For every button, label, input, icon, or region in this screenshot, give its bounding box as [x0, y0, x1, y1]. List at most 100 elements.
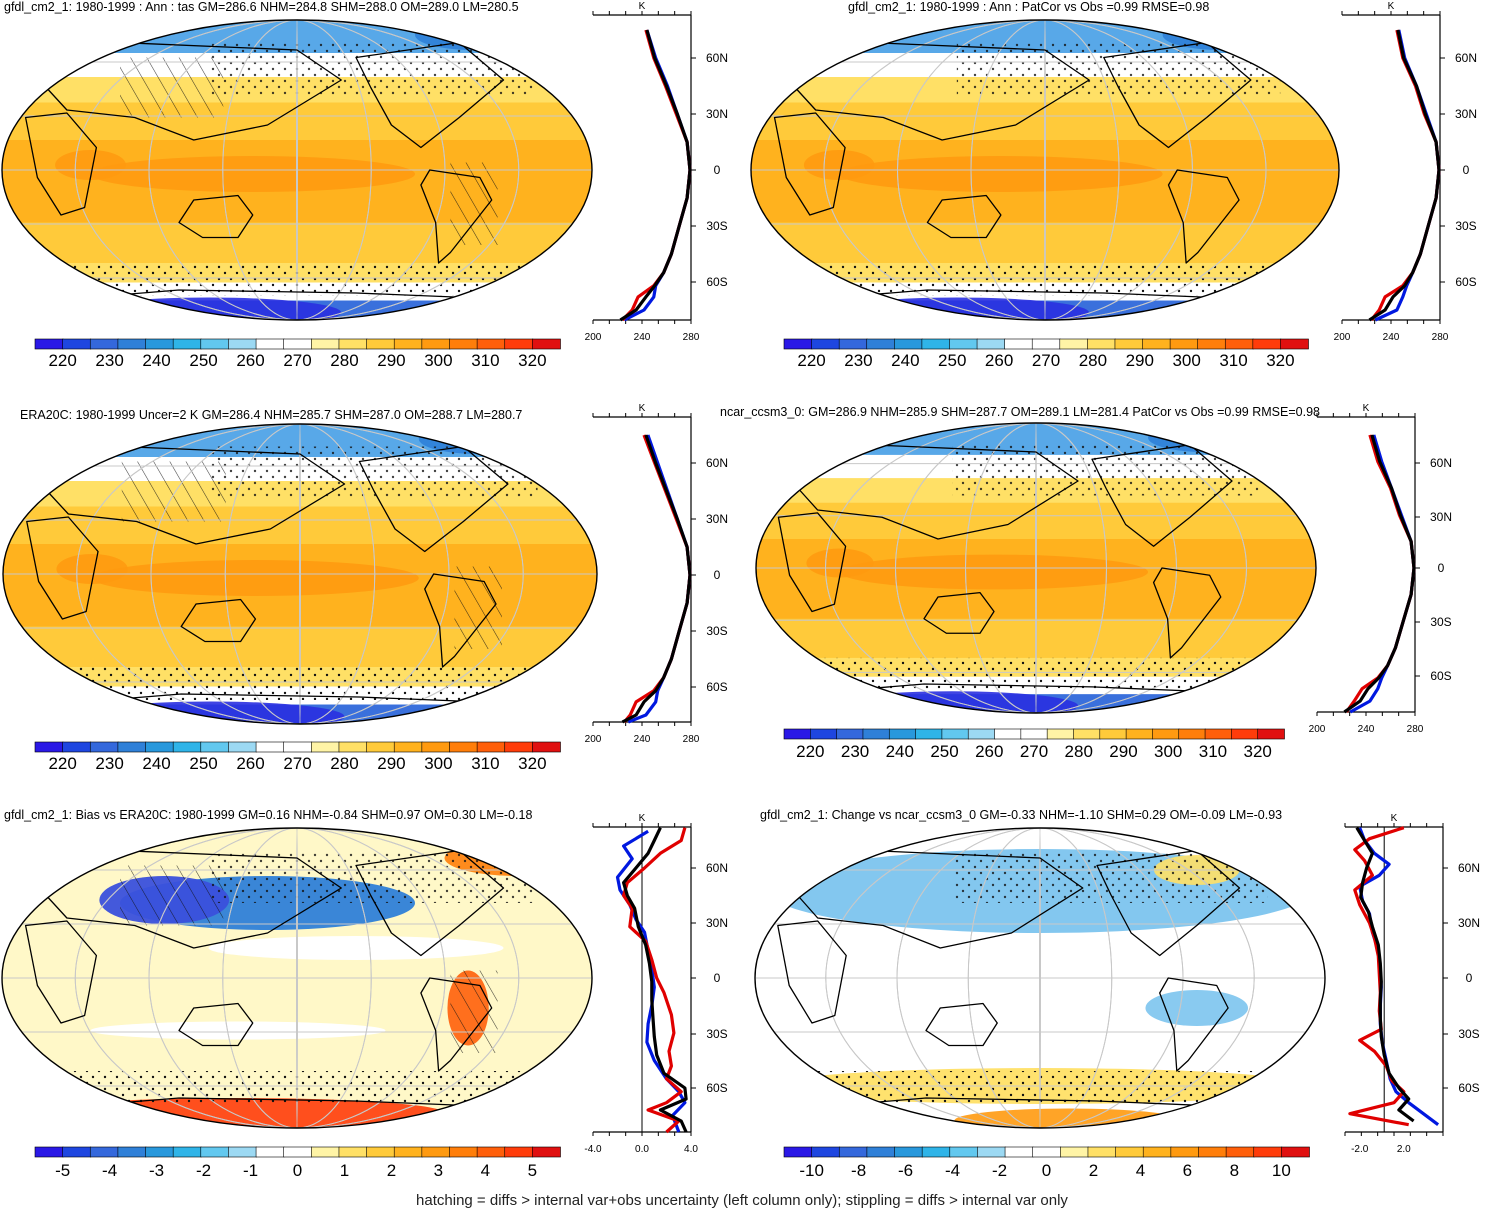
profile-unit-label: K: [639, 813, 646, 824]
colorbar-6: -10 -8 -6 -4 -2 0 2 4 6 8 10: [783, 1146, 1310, 1180]
profile-lat-label: 60S: [706, 680, 727, 694]
graticule-lon: [148, 828, 446, 1128]
warm-africa: [803, 150, 875, 180]
colorbar-tick-label: -10: [799, 1161, 824, 1180]
neutral-band: [90, 1021, 386, 1040]
colorbar-tick-label: 250: [938, 351, 966, 370]
colorbar-swatch: [1252, 338, 1282, 350]
map-panel-5: [1, 827, 593, 1129]
continent-australia: [178, 194, 254, 239]
zonal-profile-4: 60N 30N 0 30S 60S K 200 240 280: [1309, 403, 1452, 735]
continent-eurasia: [797, 444, 1079, 540]
continent-australia: [178, 1002, 254, 1047]
colorbar-tick-label: 0: [1042, 1161, 1051, 1180]
panel-title-6: gfdl_cm2_1: Change vs ncar_ccsm3_0 GM=-0…: [760, 808, 1282, 822]
profile-series-line: [1343, 434, 1416, 714]
cool-satl: [1145, 990, 1249, 1026]
profile-x-tick-label: 2.0: [1397, 1144, 1411, 1155]
panel-title-2: gfdl_cm2_1: 1980-1999 : Ann : PatCor vs …: [848, 0, 1209, 14]
colorbar-swatch: [421, 1146, 451, 1158]
continent-australia: [926, 194, 1002, 239]
map-border: [754, 827, 1326, 1129]
profile-lat-label: 60N: [1458, 861, 1480, 875]
colorbar-swatch: [1198, 1146, 1227, 1158]
colorbar-swatch: [145, 338, 174, 350]
map-border: [2, 423, 598, 725]
continent-namerica: [358, 445, 509, 553]
colorbar-swatch: [1142, 1146, 1172, 1158]
continent-africa: [24, 112, 98, 216]
warm-pool: [90, 156, 415, 192]
profile-lat-label: 30N: [706, 107, 728, 121]
warm-pool: [839, 156, 1163, 192]
colorbar-swatch: [1114, 338, 1144, 350]
colorbar-swatch: [504, 1146, 534, 1158]
panel-title-3: ERA20C: 1980-1999 Uncer=2 K GM=286.4 NHM…: [20, 408, 522, 422]
colorbar-swatch: [838, 1146, 868, 1158]
colorbar-tick-label: 4: [1136, 1161, 1145, 1180]
graticule-lon: [970, 20, 1120, 320]
profile-layer: 60N 30N 0 30S 60S K 200 240 280 60N 30N 0 30S 60S K 200…: [584, 1, 1480, 1155]
colorbar-swatch: [967, 728, 996, 740]
colorbar-tick-label: 230: [844, 351, 872, 370]
profile-series-line: [1345, 434, 1416, 713]
continent-namerica: [1091, 444, 1233, 547]
colorbar-swatch: [338, 741, 368, 753]
continent-samerica: [1167, 169, 1240, 264]
colorbar-swatch: [532, 1146, 561, 1158]
profile-lat-label: 30S: [706, 1027, 727, 1041]
profile-lat-label: 0: [1463, 163, 1470, 177]
colorbar-swatch: [172, 338, 202, 350]
colorbar-swatch: [145, 741, 174, 753]
profile-lat-label: 0: [1466, 971, 1473, 985]
profile-series-line: [621, 827, 688, 1133]
profile-x-tick-label: -2.0: [1351, 1144, 1369, 1155]
warm-africa: [56, 554, 128, 584]
profile-series-line: [623, 29, 692, 322]
colorbar-tick-label: 220: [797, 351, 825, 370]
hatch-samerica: [450, 162, 498, 245]
colorbar-swatch: [200, 1146, 230, 1158]
map-panel-4: [755, 422, 1317, 714]
graticule-lon: [76, 424, 524, 724]
profile-series-line: [623, 434, 692, 724]
colorbar-swatch: [941, 728, 970, 740]
colorbar-swatch: [34, 338, 64, 350]
colorbar-swatch: [976, 338, 1006, 350]
profile-x-tick-label: 200: [1309, 724, 1326, 735]
map-panel-6: [754, 827, 1326, 1129]
colorbar-tick-label: -5: [55, 1161, 70, 1180]
zonal-profile-3: 60N 30N 0 30S 60S K 200 240 280: [585, 403, 728, 745]
profile-series-line: [1370, 29, 1441, 321]
continent-eurasia: [794, 41, 1090, 141]
colorbar-swatch: [1087, 338, 1116, 350]
colorbar-tick-label: 2: [387, 1161, 396, 1180]
colorbar-swatch: [1169, 338, 1199, 350]
colorbar-tick-label: -8: [851, 1161, 866, 1180]
colorbar-swatch: [866, 338, 896, 350]
graticule-lon: [965, 423, 1107, 713]
colorbar-swatch: [894, 1146, 923, 1158]
colorbar-swatch: [783, 1146, 813, 1158]
profile-series-line: [1368, 29, 1441, 322]
profile-lat-label: 0: [714, 971, 721, 985]
colorbar-tick-label: 250: [189, 754, 217, 773]
colorbar-swatch: [366, 338, 396, 350]
colorbar-swatch: [1224, 338, 1254, 350]
graticule-lon: [296, 828, 298, 1128]
hatch-asia: [120, 865, 224, 926]
colorbar-3: 220 230 240 250 260 270 280 290 300 310 320: [34, 741, 561, 773]
hatch-samerica: [454, 566, 502, 649]
colorbar-swatch: [89, 1146, 119, 1158]
graticule-lon: [1035, 423, 1037, 713]
graticule-lon: [895, 423, 1177, 713]
profile-series-line: [1355, 826, 1415, 1123]
colorbar-tick-label: 10: [1272, 1161, 1291, 1180]
colorbar-tick-label: 270: [1020, 742, 1048, 761]
colorbar-swatch: [449, 338, 478, 350]
colorbar-swatch: [476, 1146, 506, 1158]
graticule-lon: [148, 20, 446, 320]
colorbar-tick-label: 240: [142, 754, 170, 773]
colorbar-tick-label: 300: [1172, 351, 1200, 370]
colorbar-tick-label: 310: [471, 351, 499, 370]
